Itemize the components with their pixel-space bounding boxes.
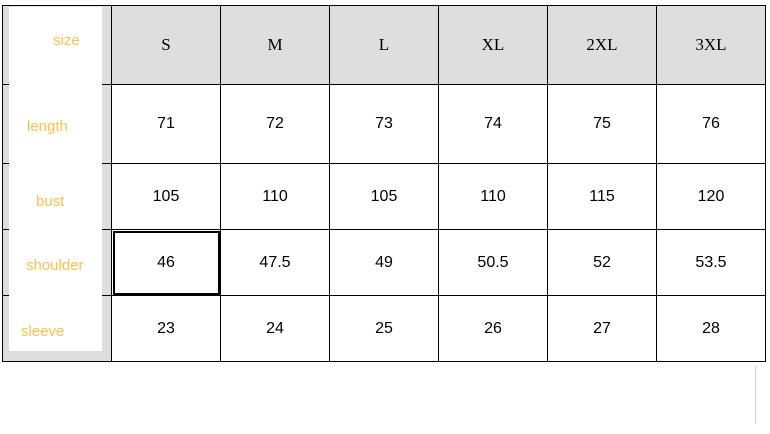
size-header: L: [329, 5, 439, 85]
table-row: 46 47.5 49 50.5 52 53.5: [2, 229, 766, 296]
table-row: 71 72 73 74 75 76: [2, 84, 766, 164]
table-cell[interactable]: 49: [329, 229, 439, 296]
table-cell[interactable]: 105: [329, 163, 439, 230]
row-label-size: size: [53, 32, 80, 49]
table-row: 105 110 105 110 115 120: [2, 163, 766, 230]
label-panel: [9, 7, 102, 351]
row-label-shoulder: shoulder: [26, 257, 84, 274]
size-header-row: S M L XL 2XL 3XL: [2, 5, 766, 85]
table-cell[interactable]: 72: [220, 84, 330, 164]
divider: [755, 366, 756, 424]
table-cell[interactable]: 25: [329, 295, 439, 362]
size-header: 2XL: [547, 5, 657, 85]
row-label-length: length: [27, 118, 68, 135]
table-cell[interactable]: 110: [220, 163, 330, 230]
table-cell[interactable]: 28: [656, 295, 766, 362]
size-header: 3XL: [656, 5, 766, 85]
table-cell[interactable]: 75: [547, 84, 657, 164]
table-cell[interactable]: 23: [111, 295, 221, 362]
table-cell[interactable]: 76: [656, 84, 766, 164]
table-cell[interactable]: 74: [438, 84, 548, 164]
size-header: S: [111, 5, 221, 85]
table-cell[interactable]: 26: [438, 295, 548, 362]
size-header: M: [220, 5, 330, 85]
table-cell[interactable]: 52: [547, 229, 657, 296]
table-cell[interactable]: 50.5: [438, 229, 548, 296]
table-cell[interactable]: 105: [111, 163, 221, 230]
table-cell[interactable]: 110: [438, 163, 548, 230]
row-label-sleeve: sleeve: [21, 323, 65, 340]
table-cell[interactable]: 71: [111, 84, 221, 164]
table-row: 23 24 25 26 27 28: [2, 295, 766, 362]
size-header: XL: [438, 5, 548, 85]
table-cell[interactable]: 24: [220, 295, 330, 362]
table-cell[interactable]: 46: [111, 229, 221, 296]
row-label-bust: bust: [36, 193, 65, 210]
table-cell[interactable]: 120: [656, 163, 766, 230]
table-cell[interactable]: 115: [547, 163, 657, 230]
size-chart-table: S M L XL 2XL 3XL 71 72 73 74 75 76 105 110 105 11…: [2, 5, 766, 362]
table-cell[interactable]: 27: [547, 295, 657, 362]
table-cell[interactable]: 73: [329, 84, 439, 164]
table-cell[interactable]: 53.5: [656, 229, 766, 296]
table-cell[interactable]: 47.5: [220, 229, 330, 296]
